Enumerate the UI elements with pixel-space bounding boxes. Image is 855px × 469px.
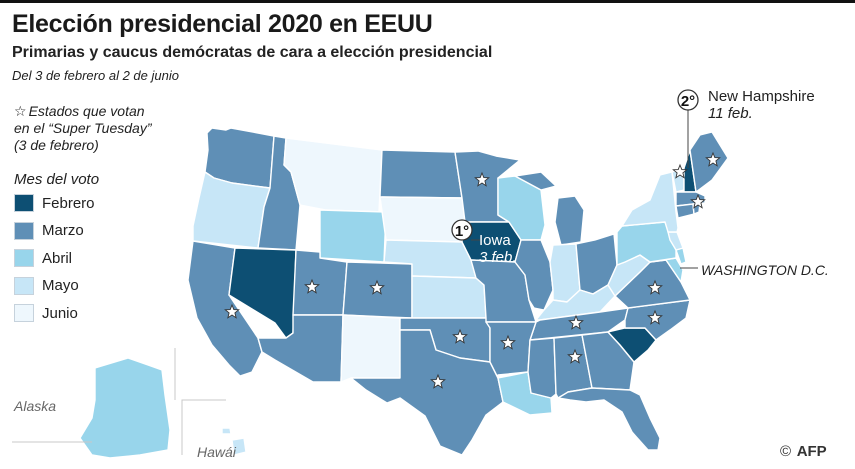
legend: Mes del voto Febrero Marzo Abril Mayo Ju…: [14, 171, 144, 331]
super-tuesday-stars: [224, 151, 721, 389]
state-michigan: [514, 171, 585, 246]
state-kansas: [411, 275, 487, 319]
legend-label: Junio: [42, 304, 78, 322]
super-tuesday-star-icon: [430, 373, 446, 389]
super-tuesday-note: ☆ Estados que votan en el “Super Tuesday”…: [14, 103, 204, 154]
state-maine: [689, 131, 729, 193]
legend-swatch: [14, 221, 34, 240]
super-tuesday-star-icon: [369, 279, 385, 295]
legend-title: Mes del voto: [14, 171, 100, 188]
nh-name: New Hampshire: [708, 88, 815, 105]
super-tuesday-star-icon: [304, 278, 320, 294]
state-alaska: [79, 357, 171, 459]
state-arizona: [257, 314, 344, 383]
map-title: Elección presidencial 2020 en EEUU: [12, 10, 433, 38]
super-tuesday-star-icon: [690, 193, 706, 209]
state-south-dakota: [379, 196, 466, 243]
legend-item-marzo: Marzo: [14, 221, 144, 241]
inset-frame: [12, 348, 226, 455]
legend-label: Abril: [42, 249, 73, 267]
legend-label: Mayo: [42, 277, 79, 295]
state-new-york: [621, 171, 679, 233]
legend-label: Marzo: [42, 222, 84, 240]
iowa-date: 3 feb.: [479, 249, 517, 266]
iowa-rank-badge: 1°: [451, 219, 473, 241]
legend-label: Febrero: [42, 194, 95, 212]
state-texas: [350, 329, 504, 456]
iowa-name: Iowa: [479, 232, 511, 249]
state-montana: [283, 137, 383, 213]
state-mississippi: [527, 337, 557, 399]
nh-callout: New Hampshire 11 feb.: [708, 88, 815, 122]
nh-rank-badge: 2°: [677, 89, 699, 111]
legend-item-mayo: Mayo: [14, 276, 144, 296]
super-tuesday-star-icon: [647, 309, 663, 325]
state-north-dakota: [379, 149, 463, 199]
state-hawaii-maui: [221, 427, 232, 435]
legend-swatch: [14, 249, 34, 268]
alaska-label: Alaska: [14, 398, 57, 414]
dc-label: WASHINGTON D.C.: [701, 262, 829, 278]
copyright-symbol: ©: [780, 443, 792, 460]
top-rule: [0, 0, 855, 3]
state-wyoming: [319, 209, 387, 263]
star-outline-icon: ☆: [14, 103, 27, 119]
star-note-line1: Estados que votan: [28, 103, 145, 119]
iowa-rank-text: 1°: [455, 223, 469, 240]
super-tuesday-star-icon: [500, 334, 516, 350]
legend-item-febrero: Febrero: [14, 193, 144, 213]
legend-item-abril: Abril: [14, 248, 144, 268]
state-hawaii-big-island: [231, 437, 247, 456]
agency-logo: AFP: [796, 443, 827, 460]
hawaii-label: Hawái: [197, 444, 236, 460]
state-florida: [557, 387, 661, 451]
legend-swatch: [14, 194, 34, 212]
star-note-line3: (3 de febrero): [14, 137, 99, 153]
credit: © AFP: [780, 443, 827, 460]
super-tuesday-star-icon: [224, 303, 240, 319]
nh-rank-text: 2°: [681, 93, 695, 110]
state-new-mexico: [340, 314, 401, 383]
super-tuesday-star-icon: [647, 279, 663, 295]
state-connecticut: [675, 203, 695, 219]
nh-date: 11 feb.: [708, 105, 753, 122]
super-tuesday-star-icon: [567, 348, 583, 364]
legend-swatch: [14, 276, 34, 295]
super-tuesday-star-icon: [452, 328, 468, 344]
state-illinois: [514, 239, 554, 311]
legend-item-junio: Junio: [14, 303, 144, 323]
super-tuesday-star-icon: [705, 151, 721, 167]
star-note-line2: en el “Super Tuesday”: [14, 120, 152, 136]
date-range: Del 3 de febrero al 2 de junio: [12, 68, 179, 83]
super-tuesday-star-icon: [568, 314, 584, 330]
super-tuesday-star-icon: [474, 171, 490, 187]
legend-swatch: [14, 304, 34, 323]
super-tuesday-star-icon: [672, 163, 688, 179]
iowa-callout: Iowa 3 feb.: [479, 232, 517, 266]
map-subtitle: Primarias y caucus demócratas de cara a …: [12, 44, 493, 61]
